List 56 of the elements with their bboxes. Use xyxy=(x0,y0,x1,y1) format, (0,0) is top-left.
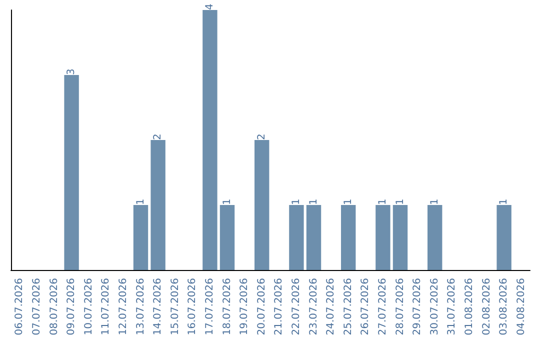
x-tick-label: 29.07.2026 xyxy=(412,278,424,336)
data-label: 1 xyxy=(394,198,406,205)
bar xyxy=(428,205,442,270)
data-label: 2 xyxy=(256,134,268,140)
x-tick-label: 10.07.2026 xyxy=(83,278,94,336)
x-tick-label: 16.07.2026 xyxy=(187,278,198,336)
x-tick-label: 31.07.2026 xyxy=(446,278,458,336)
x-tick-label: 04.08.2026 xyxy=(516,278,527,336)
data-label: 1 xyxy=(290,198,302,205)
x-tick-label: 02.08.2026 xyxy=(481,278,492,336)
data-label: 1 xyxy=(135,198,146,205)
x-tick-label: 27.07.2026 xyxy=(377,278,388,336)
data-label: 1 xyxy=(342,198,354,205)
x-tick-label: 28.07.2026 xyxy=(394,278,406,336)
bar xyxy=(306,205,322,270)
x-tick-label: 26.07.2026 xyxy=(360,278,372,336)
bar xyxy=(64,75,79,270)
x-tick-label: 19.07.2026 xyxy=(239,278,250,336)
data-label: 3 xyxy=(66,68,78,75)
x-tick-label: 21.07.2026 xyxy=(274,278,285,336)
bar xyxy=(341,205,356,270)
bar xyxy=(392,205,408,270)
x-tick-label: 25.07.2026 xyxy=(342,278,354,336)
x-tick-label: 24.07.2026 xyxy=(326,278,337,336)
bar xyxy=(202,10,218,270)
x-tick-label: 18.07.2026 xyxy=(222,278,233,336)
data-label: 2 xyxy=(152,134,164,140)
x-tick-label: 20.07.2026 xyxy=(256,278,268,336)
data-label: 1 xyxy=(308,198,320,205)
bar xyxy=(133,205,148,270)
x-tick-label: 15.07.2026 xyxy=(170,278,181,336)
x-tick-label: 09.07.2026 xyxy=(66,278,78,336)
data-label: 1 xyxy=(377,198,388,205)
x-tick-label: 22.07.2026 xyxy=(290,278,302,336)
bar xyxy=(254,140,270,270)
x-tick-label: 13.07.2026 xyxy=(135,278,146,336)
bar xyxy=(376,205,390,270)
x-tick-label: 07.07.2026 xyxy=(31,278,42,336)
x-tick-label: 12.07.2026 xyxy=(118,278,129,336)
bar xyxy=(150,140,166,270)
x-tick-label: 11.07.2026 xyxy=(100,278,112,336)
x-tick-label: 03.08.2026 xyxy=(498,278,510,336)
bar xyxy=(496,205,512,270)
data-label: 1 xyxy=(498,198,510,205)
data-label: 1 xyxy=(429,198,440,205)
x-tick-label: 01.08.2026 xyxy=(464,278,475,336)
x-tick-label: 17.07.2026 xyxy=(204,278,216,336)
x-tick-label: 23.07.2026 xyxy=(308,278,320,336)
x-tick-label: 30.07.2026 xyxy=(429,278,440,336)
bar xyxy=(220,205,235,270)
x-tick-label: 14.07.2026 xyxy=(152,278,164,336)
x-tick-label: 06.07.2026 xyxy=(14,278,26,336)
bar xyxy=(289,205,304,270)
data-label: 1 xyxy=(222,198,233,205)
x-tick-label: 08.07.2026 xyxy=(48,278,60,336)
data-label: 4 xyxy=(204,4,216,10)
